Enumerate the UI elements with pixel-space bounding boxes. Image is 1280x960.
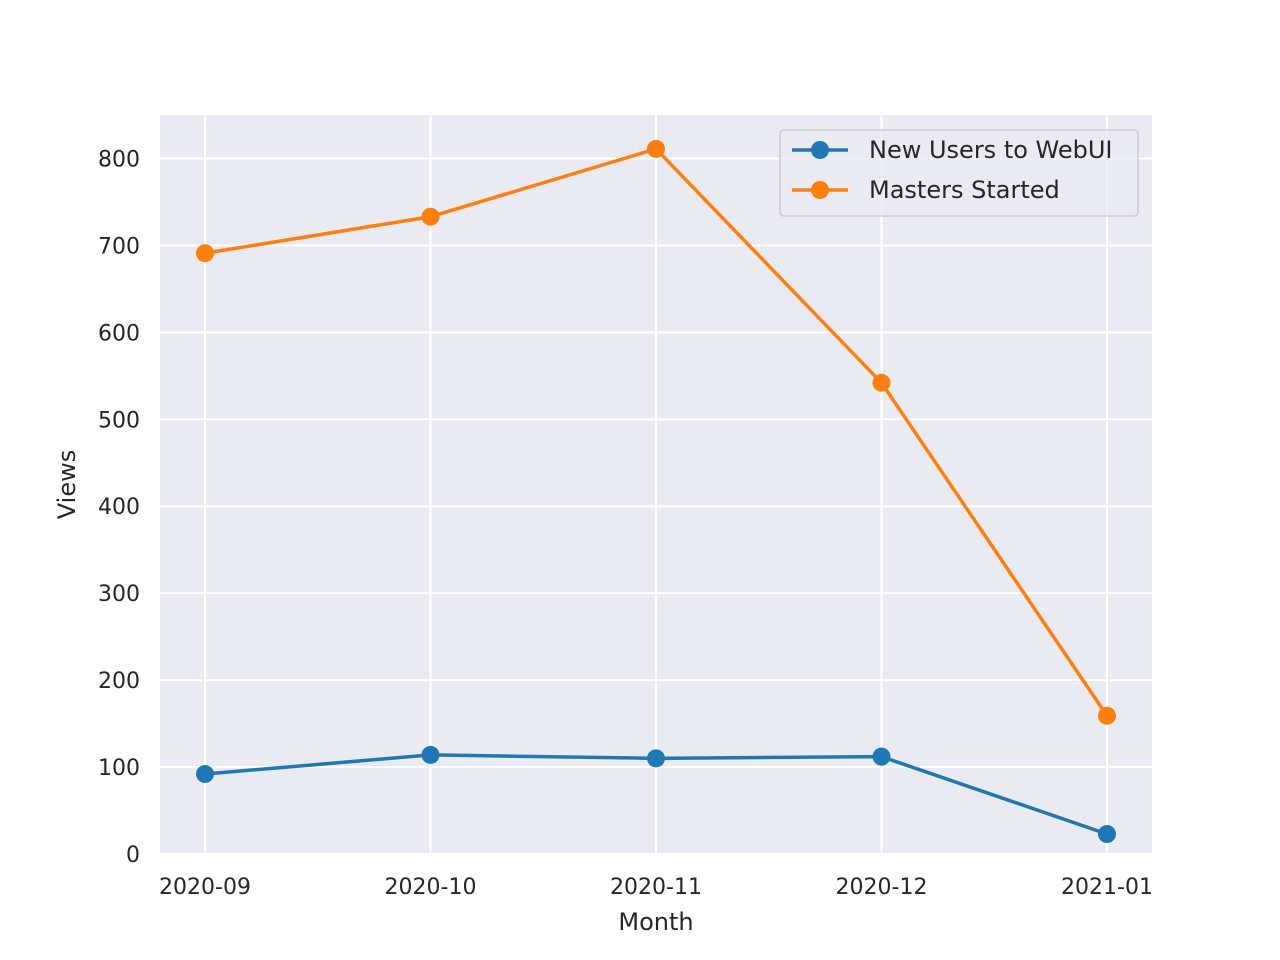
- gridlines: [160, 115, 1152, 855]
- data-point: [647, 139, 665, 158]
- y-axis-ticks: 0 100 200 300 400 500 600 700 800: [98, 147, 140, 868]
- y-tick-label: 500: [98, 408, 140, 433]
- y-tick-label: 100: [98, 756, 140, 781]
- series-1: [196, 139, 1116, 725]
- legend: New Users to WebUI Masters Started: [779, 129, 1139, 217]
- y-tick-label: 0: [126, 843, 140, 868]
- x-tick-label: 2020-10: [385, 875, 477, 900]
- x-tick-label: 2020-11: [610, 875, 702, 900]
- legend-marker: [811, 141, 829, 159]
- legend-item: Masters Started: [792, 176, 1060, 204]
- x-axis-ticks: 2020-09 2020-10 2020-11 2020-12 2021-01: [159, 875, 1153, 900]
- data-point: [421, 207, 440, 226]
- x-tick-label: 2020-12: [836, 875, 928, 900]
- data-point: [196, 765, 214, 784]
- x-axis-label: Month: [618, 908, 693, 936]
- data-point: [647, 749, 665, 768]
- y-tick-label: 200: [98, 669, 140, 694]
- legend-label: New Users to WebUI: [869, 136, 1113, 164]
- legend-box: [779, 129, 1139, 217]
- x-tick-label: 2020-09: [159, 875, 251, 900]
- y-tick-label: 300: [98, 582, 140, 607]
- data-point: [1098, 825, 1116, 844]
- data-point: [421, 745, 440, 764]
- series-layer: [196, 139, 1116, 844]
- series-0: [196, 745, 1116, 844]
- legend-item: New Users to WebUI: [792, 136, 1113, 164]
- y-tick-label: 400: [98, 495, 140, 520]
- y-axis-label: Views: [53, 450, 81, 519]
- y-tick-label: 700: [98, 234, 140, 259]
- y-tick-label: 800: [98, 147, 140, 172]
- legend-label: Masters Started: [869, 176, 1060, 204]
- legend-marker: [811, 181, 829, 199]
- data-point: [196, 244, 214, 263]
- data-point: [1098, 706, 1116, 725]
- data-point: [872, 747, 891, 766]
- y-tick-label: 600: [98, 321, 140, 346]
- data-point: [872, 373, 891, 392]
- x-tick-label: 2021-01: [1061, 875, 1153, 900]
